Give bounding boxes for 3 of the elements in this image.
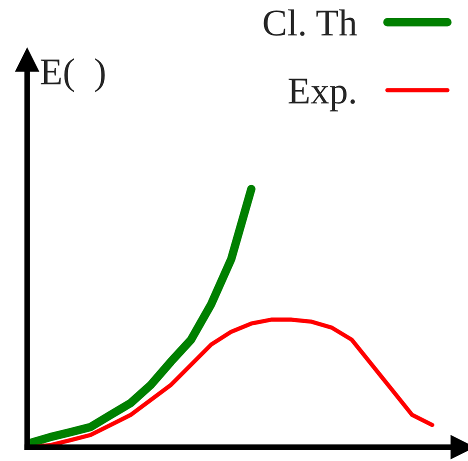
legend-label: Exp. [288, 78, 355, 112]
legend-label: Cl. Th [264, 9, 357, 36]
y-axis-title: E( ) [40, 58, 105, 92]
